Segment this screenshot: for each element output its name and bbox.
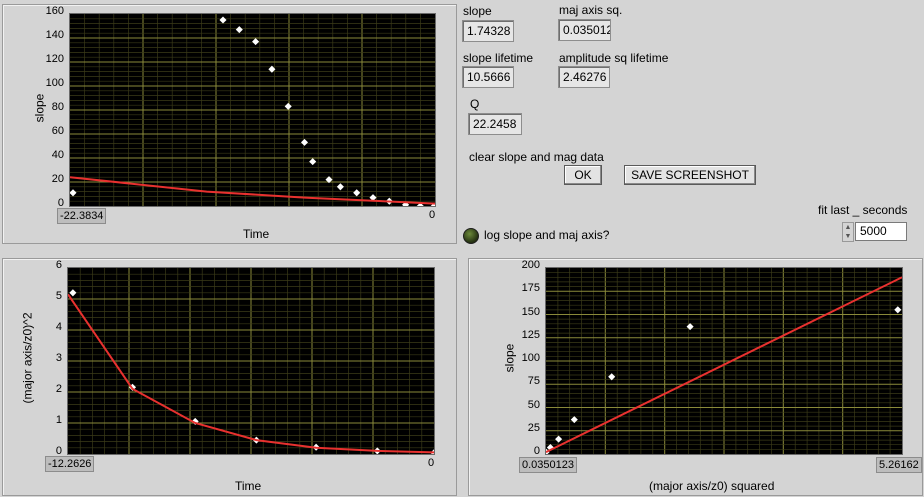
slope-y-tick: 0 bbox=[57, 197, 64, 209]
slope-indicator-label: slope bbox=[463, 4, 492, 18]
slope-vs-axis-y-tick: 125 bbox=[521, 328, 540, 341]
major-axis-chart-panel: -12.2626 0 Time (major axis/z0)^2 bbox=[2, 258, 457, 496]
slope-lifetime-label: slope lifetime bbox=[463, 51, 534, 65]
data-point bbox=[894, 306, 902, 314]
fit-line bbox=[67, 293, 435, 454]
q-label: Q bbox=[470, 97, 480, 111]
slope-y-tick: 100 bbox=[45, 77, 64, 89]
data-point bbox=[284, 102, 292, 110]
q-indicator: 22.2458 bbox=[468, 113, 522, 135]
fit-seconds-stepper[interactable]: ▲ ▼ bbox=[842, 222, 854, 242]
major-axis-xmin-label[interactable]: -12.2626 bbox=[45, 456, 95, 472]
data-point bbox=[69, 189, 77, 197]
major-axis-y-tick: 0 bbox=[55, 445, 62, 457]
increment-arrow-icon[interactable]: ▲ bbox=[844, 224, 852, 231]
major-axis-y-tick: 4 bbox=[55, 321, 62, 333]
slope-vs-axis-plot-svg bbox=[542, 268, 903, 456]
maj-axis-sq-indicator: 0.035012 bbox=[558, 19, 611, 41]
ok-button[interactable]: OK bbox=[564, 165, 602, 185]
slope-indicator: 1.74328 bbox=[462, 20, 514, 42]
major-axis-y-tick: 5 bbox=[55, 290, 62, 302]
slope-vs-axis-chart-panel: 0.0350123 5.26162 (major axis/z0) square… bbox=[468, 258, 923, 496]
fit-line bbox=[545, 276, 903, 453]
major-axis-x-axis-label: Time bbox=[235, 479, 262, 493]
log-toggle-led[interactable] bbox=[463, 228, 479, 244]
slope-y-tick: 60 bbox=[51, 125, 64, 137]
slope-y-tick: 20 bbox=[51, 173, 64, 185]
data-point bbox=[555, 435, 563, 443]
slope-vs-axis-y-tick: 75 bbox=[527, 375, 540, 388]
major-axis-y-tick: 2 bbox=[55, 383, 62, 395]
slope-y-tick: 140 bbox=[45, 29, 64, 41]
data-point bbox=[309, 158, 317, 166]
major-axis-y-tick: 3 bbox=[55, 352, 62, 364]
data-point bbox=[268, 65, 276, 73]
data-point bbox=[300, 138, 309, 146]
major-axis-y-tick: 6 bbox=[55, 259, 62, 271]
slope-plot-svg bbox=[69, 14, 438, 210]
grid bbox=[546, 268, 902, 454]
slope-xmax-label: 0 bbox=[429, 209, 436, 221]
major-axis-plot-area bbox=[67, 267, 438, 457]
slope-chart-panel: -22.3834 0 Time slope bbox=[2, 4, 457, 244]
slope-x-axis-label: Time bbox=[243, 227, 270, 241]
maj-axis-sq-label: maj axis sq. bbox=[559, 3, 623, 17]
slope-y-tick: 120 bbox=[45, 53, 64, 65]
save-screenshot-button[interactable]: SAVE SCREENSHOT bbox=[624, 165, 756, 185]
data-point bbox=[219, 16, 227, 24]
amp-sq-lifetime-indicator: 2.46276 bbox=[558, 66, 610, 88]
slope-vs-axis-x-axis-label: (major axis/z0) squared bbox=[649, 479, 775, 493]
data-point bbox=[353, 189, 361, 197]
data-point bbox=[336, 183, 344, 191]
slope-vs-axis-plot-area bbox=[542, 267, 903, 456]
data-point bbox=[252, 38, 260, 46]
slope-vs-axis-xmax-label[interactable]: 5.26162 bbox=[876, 457, 922, 473]
slope-vs-axis-y-tick: 50 bbox=[527, 398, 540, 411]
log-toggle-label: log slope and maj axis? bbox=[484, 228, 610, 242]
fit-seconds-label: fit last _ seconds bbox=[818, 203, 908, 217]
data-point bbox=[570, 416, 578, 424]
slope-y-tick: 80 bbox=[51, 101, 64, 113]
slope-y-tick: 40 bbox=[51, 149, 64, 161]
major-axis-xmax-label: 0 bbox=[428, 457, 435, 469]
fit-line bbox=[69, 176, 436, 205]
slope-vs-axis-y-tick: 175 bbox=[521, 282, 540, 295]
clear-data-label: clear slope and mag data bbox=[469, 150, 604, 164]
slope-vs-axis-xmin-label[interactable]: 0.0350123 bbox=[519, 457, 577, 473]
data-point bbox=[325, 176, 333, 184]
slope-vs-axis-y-tick: 0 bbox=[533, 445, 540, 457]
grid bbox=[70, 14, 435, 206]
fit-seconds-input[interactable]: 5000 bbox=[855, 222, 907, 241]
slope-vs-axis-y-tick: 100 bbox=[521, 352, 540, 364]
slope-vs-axis-y-tick: 150 bbox=[521, 305, 540, 318]
slope-plot-area bbox=[69, 13, 438, 210]
amp-sq-lifetime-label: amplitude sq lifetime bbox=[559, 51, 669, 65]
major-axis-y-tick: 1 bbox=[55, 414, 62, 426]
data-point bbox=[69, 289, 77, 297]
slope-y-tick: 160 bbox=[45, 5, 64, 17]
slope-xmin-label[interactable]: -22.3834 bbox=[57, 208, 107, 224]
data-point bbox=[369, 194, 377, 202]
major-axis-plot-svg bbox=[67, 268, 438, 457]
data-point bbox=[235, 26, 243, 34]
slope-vs-axis-y-tick: 25 bbox=[527, 421, 540, 434]
grid bbox=[68, 268, 434, 454]
slope-vs-axis-y-tick: 200 bbox=[521, 259, 540, 271]
decrement-arrow-icon[interactable]: ▼ bbox=[844, 233, 852, 240]
slope-lifetime-indicator: 10.5666 bbox=[462, 66, 514, 88]
